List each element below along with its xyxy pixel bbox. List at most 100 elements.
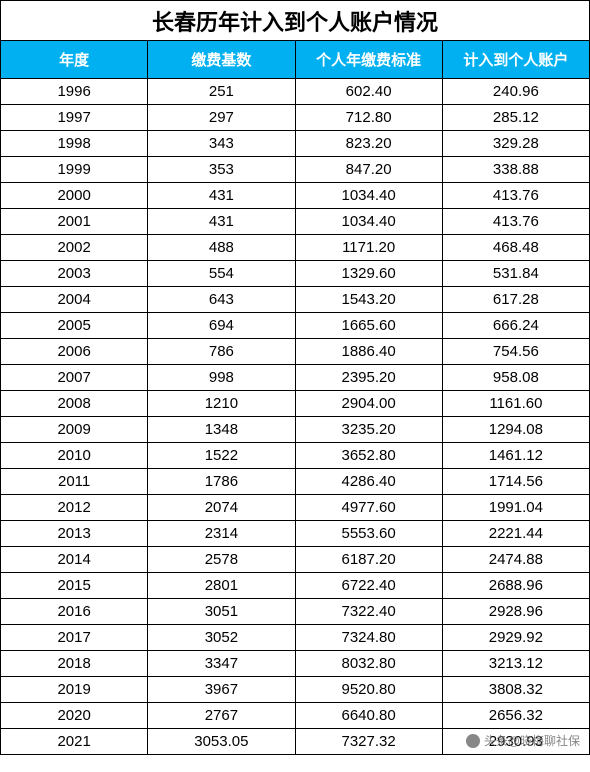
table-cell: 1543.20 <box>295 287 442 313</box>
table-row: 1998343823.20329.28 <box>1 131 590 157</box>
table-cell: 1999 <box>1 157 148 183</box>
table-cell: 353 <box>148 157 295 183</box>
table-row: 201730527324.802929.92 <box>1 625 590 651</box>
table-cell: 431 <box>148 209 295 235</box>
table-cell: 2014 <box>1 547 148 573</box>
table-cell: 2003 <box>1 261 148 287</box>
table-cell: 329.28 <box>442 131 589 157</box>
table-cell: 3808.32 <box>442 677 589 703</box>
table-cell: 251 <box>148 79 295 105</box>
table-cell: 7324.80 <box>295 625 442 651</box>
col-header-account: 计入到个人账户 <box>442 41 589 79</box>
table-row: 20056941665.60666.24 <box>1 313 590 339</box>
table-cell: 2020 <box>1 703 148 729</box>
table-row: 201528016722.402688.96 <box>1 573 590 599</box>
table-cell: 2016 <box>1 599 148 625</box>
table-cell: 5553.60 <box>295 521 442 547</box>
table-cell: 554 <box>148 261 295 287</box>
table-cell: 617.28 <box>442 287 589 313</box>
table-cell: 2801 <box>148 573 295 599</box>
table-cell: 1034.40 <box>295 183 442 209</box>
table-cell: 1991.04 <box>442 495 589 521</box>
table-row: 20079982395.20958.08 <box>1 365 590 391</box>
table-row: 20213053.057327.322930.93 <box>1 729 590 755</box>
table-cell: 2007 <box>1 365 148 391</box>
table-cell: 413.76 <box>442 183 589 209</box>
table-cell: 3967 <box>148 677 295 703</box>
table-cell: 1329.60 <box>295 261 442 287</box>
table-cell: 1522 <box>148 443 295 469</box>
table-cell: 2017 <box>1 625 148 651</box>
data-table: 长春历年计入到个人账户情况 年度 缴费基数 个人年缴费标准 计入到个人账户 19… <box>0 0 590 755</box>
table-cell: 2578 <box>148 547 295 573</box>
title-row: 长春历年计入到个人账户情况 <box>1 1 590 41</box>
table-cell: 2688.96 <box>442 573 589 599</box>
table-cell: 694 <box>148 313 295 339</box>
table-cell: 2010 <box>1 443 148 469</box>
table-cell: 2314 <box>148 521 295 547</box>
table-cell: 2074 <box>148 495 295 521</box>
table-cell: 2904.00 <box>295 391 442 417</box>
table-cell: 7322.40 <box>295 599 442 625</box>
table-cell: 1171.20 <box>295 235 442 261</box>
table-cell: 1886.40 <box>295 339 442 365</box>
table-row: 201425786187.202474.88 <box>1 547 590 573</box>
table-cell: 9520.80 <box>295 677 442 703</box>
table-row: 20004311034.40413.76 <box>1 183 590 209</box>
table-cell: 3213.12 <box>442 651 589 677</box>
table-cell: 712.80 <box>295 105 442 131</box>
table-cell: 1665.60 <box>295 313 442 339</box>
table-title: 长春历年计入到个人账户情况 <box>1 1 590 41</box>
table-cell: 8032.80 <box>295 651 442 677</box>
table-cell: 1034.40 <box>295 209 442 235</box>
table-cell: 3347 <box>148 651 295 677</box>
table-body: 1996251602.40240.961997297712.80285.1219… <box>1 79 590 755</box>
table-cell: 602.40 <box>295 79 442 105</box>
table-cell: 4286.40 <box>295 469 442 495</box>
table-cell: 1786 <box>148 469 295 495</box>
table-cell: 2013 <box>1 521 148 547</box>
table-cell: 2656.32 <box>442 703 589 729</box>
table-cell: 297 <box>148 105 295 131</box>
table-cell: 531.84 <box>442 261 589 287</box>
table-cell: 3051 <box>148 599 295 625</box>
table-row: 201630517322.402928.96 <box>1 599 590 625</box>
col-header-base: 缴费基数 <box>148 41 295 79</box>
table-cell: 958.08 <box>442 365 589 391</box>
table-container: 长春历年计入到个人账户情况 年度 缴费基数 个人年缴费标准 计入到个人账户 19… <box>0 0 590 755</box>
table-row: 1996251602.40240.96 <box>1 79 590 105</box>
table-cell: 7327.32 <box>295 729 442 755</box>
table-cell: 2930.93 <box>442 729 589 755</box>
table-cell: 2001 <box>1 209 148 235</box>
table-cell: 2021 <box>1 729 148 755</box>
col-header-year: 年度 <box>1 41 148 79</box>
table-cell: 6722.40 <box>295 573 442 599</box>
table-cell: 2000 <box>1 183 148 209</box>
table-row: 20035541329.60531.84 <box>1 261 590 287</box>
table-cell: 754.56 <box>442 339 589 365</box>
table-cell: 643 <box>148 287 295 313</box>
table-cell: 2018 <box>1 651 148 677</box>
table-row: 200812102904.001161.60 <box>1 391 590 417</box>
table-cell: 2015 <box>1 573 148 599</box>
table-row: 201939679520.803808.32 <box>1 677 590 703</box>
table-cell: 240.96 <box>442 79 589 105</box>
table-cell: 1294.08 <box>442 417 589 443</box>
table-cell: 488 <box>148 235 295 261</box>
table-cell: 2395.20 <box>295 365 442 391</box>
table-cell: 468.48 <box>442 235 589 261</box>
table-cell: 1714.56 <box>442 469 589 495</box>
table-cell: 338.88 <box>442 157 589 183</box>
table-cell: 2009 <box>1 417 148 443</box>
table-cell: 1461.12 <box>442 443 589 469</box>
table-cell: 285.12 <box>442 105 589 131</box>
table-cell: 2767 <box>148 703 295 729</box>
table-cell: 2221.44 <box>442 521 589 547</box>
table-row: 201220744977.601991.04 <box>1 495 590 521</box>
table-cell: 3053.05 <box>148 729 295 755</box>
table-cell: 2019 <box>1 677 148 703</box>
table-cell: 4977.60 <box>295 495 442 521</box>
table-cell: 998 <box>148 365 295 391</box>
table-row: 20046431543.20617.28 <box>1 287 590 313</box>
table-cell: 3652.80 <box>295 443 442 469</box>
